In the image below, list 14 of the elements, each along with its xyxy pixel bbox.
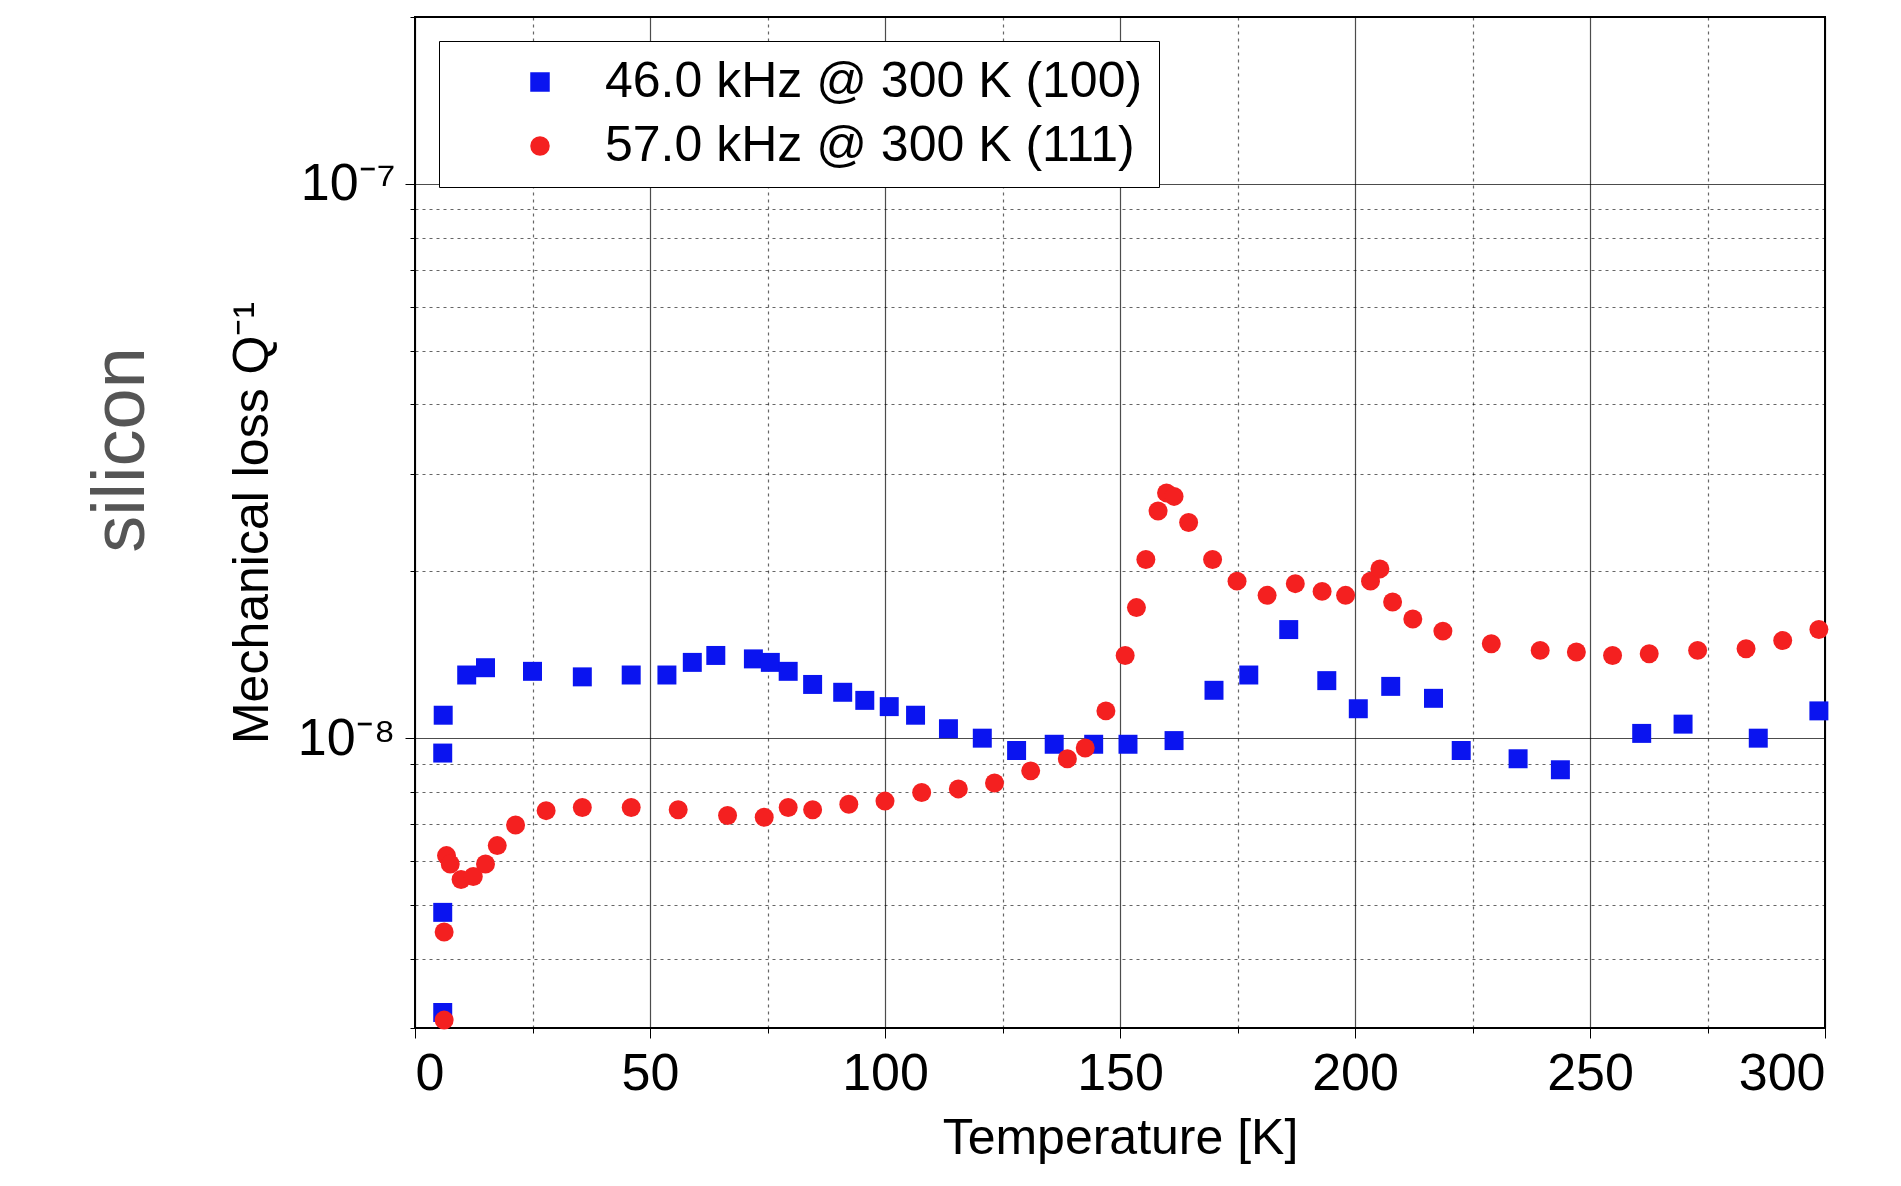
text: silicon xyxy=(75,347,161,553)
x-tick-label: 250 xyxy=(1547,1042,1634,1101)
y-tick-label: 10⁻⁷ xyxy=(300,153,396,212)
legend-label: 57.0 kHz @ 300 K (111) xyxy=(605,116,1135,172)
legend-label: 46.0 kHz @ 300 K (100) xyxy=(605,52,1143,108)
x-tick-label: 300 xyxy=(1738,1042,1826,1101)
x-tick-label: 50 xyxy=(621,1042,680,1101)
x-tick-label: 200 xyxy=(1312,1042,1399,1101)
x-axis-title: Temperature [K] xyxy=(942,1108,1299,1165)
x-tick-label: 0 xyxy=(415,1042,445,1101)
x-tick-label: 100 xyxy=(842,1042,929,1101)
x-tick-label: 150 xyxy=(1077,1042,1164,1101)
y-axis-title: Mechanical loss Q⁻¹ xyxy=(222,301,279,745)
y-tick-label: 10⁻⁸ xyxy=(297,707,396,766)
